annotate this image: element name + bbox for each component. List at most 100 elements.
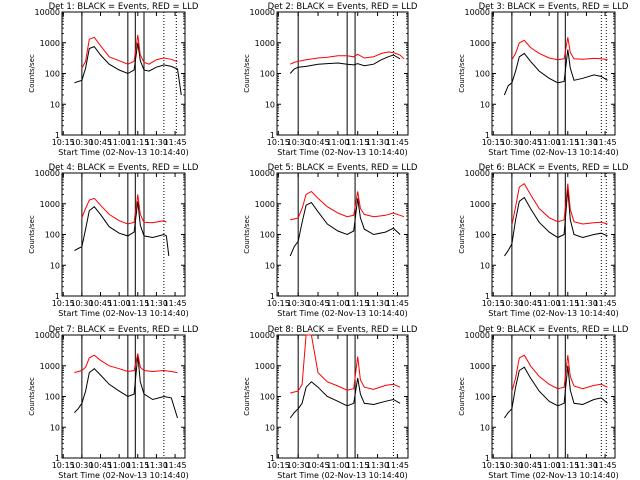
x-tick-label: 11:15 (556, 461, 579, 470)
x-tick-label: 10:30 (500, 138, 523, 147)
plot-frame (276, 172, 409, 297)
y-tick-label: 10000 (35, 331, 60, 340)
chart-panel-4: Det 4: BLACK = Events, RED = LLD 1 10 100 10… (28, 163, 199, 318)
x-tick-label: 10:30 (287, 138, 310, 147)
x-tick-label: 11:15 (556, 299, 579, 308)
chart-title: Det 7: BLACK = Events, RED = LLD (49, 325, 199, 335)
y-tick-label: 100 (475, 393, 490, 402)
events-series-line (74, 201, 170, 257)
y-axis-label: Counts/sec (28, 215, 36, 254)
x-tick-label: 10:45 (89, 299, 112, 308)
events-series-line (503, 49, 608, 96)
x-tick-label: 11:15 (346, 299, 369, 308)
x-tick-label: 11:30 (366, 299, 389, 308)
lld-series-line (290, 190, 405, 221)
y-tick-label: 1000 (255, 39, 275, 48)
x-tick-label: 11:45 (164, 299, 187, 308)
x-tick-label: 10:30 (70, 461, 93, 470)
lld-series-line (511, 182, 608, 226)
x-tick-label: 10:15 (267, 299, 290, 308)
x-axis-label: Start Time (02-Nov-13 10:14:40) (58, 148, 188, 157)
x-tick-label: 11:00 (108, 138, 131, 147)
y-tick-label: 10000 (250, 8, 275, 17)
x-tick-label: 11:30 (145, 138, 168, 147)
y-tick-label: 100 (260, 70, 275, 79)
y-tick-label: 100 (45, 231, 60, 240)
x-tick-label: 11:00 (326, 138, 349, 147)
events-series-line (289, 198, 401, 257)
y-axis-label: Counts/sec (243, 377, 251, 416)
plot-frame (491, 11, 616, 136)
y-tick-label: 10000 (465, 8, 490, 17)
x-tick-label: 11:45 (164, 138, 187, 147)
y-tick-label: 1 (55, 131, 60, 140)
y-tick-label: 10000 (465, 169, 490, 178)
plot-frame (491, 334, 616, 459)
x-tick-label: 11:15 (126, 299, 149, 308)
x-tick-label: 10:30 (500, 299, 523, 308)
chart-title: Det 3: BLACK = Events, RED = LLD (479, 2, 629, 12)
x-tick-label: 11:15 (556, 138, 579, 147)
y-tick-label: 10 (50, 100, 60, 109)
x-tick-label: 11:45 (594, 138, 617, 147)
y-tick-label: 10 (480, 261, 490, 270)
x-tick-label: 11:15 (126, 138, 149, 147)
x-axis-label: Start Time (02-Nov-13 10:14:40) (277, 309, 407, 318)
x-tick-label: 11:00 (538, 461, 561, 470)
x-tick-label: 11:45 (386, 138, 409, 147)
y-tick-label: 1000 (255, 362, 275, 371)
y-tick-label: 1 (485, 454, 490, 463)
y-axis-label: Counts/sec (243, 54, 251, 93)
chart-panel-1: Det 1: BLACK = Events, RED = LLD 1 10 100 10… (28, 2, 199, 157)
x-tick-label: 10:15 (482, 461, 505, 470)
chart-title: Det 2: BLACK = Events, RED = LLD (268, 2, 418, 12)
y-tick-label: 10 (50, 261, 60, 270)
y-tick-label: 1 (55, 292, 60, 301)
x-tick-label: 10:30 (70, 299, 93, 308)
y-tick-label: 10 (265, 100, 275, 109)
y-tick-label: 10000 (465, 331, 490, 340)
y-tick-label: 1 (55, 454, 60, 463)
y-tick-label: 10000 (250, 169, 275, 178)
chart-panel-7: Det 7: BLACK = Events, RED = LLD 1 10 100 10… (28, 325, 199, 480)
x-tick-label: 10:30 (287, 461, 310, 470)
chart-panel-5: Det 5: BLACK = Events, RED = LLD 1 10 100 10… (243, 163, 418, 318)
y-tick-label: 1 (270, 131, 275, 140)
x-tick-label: 10:45 (89, 461, 112, 470)
chart-panel-9: Det 9: BLACK = Events, RED = LLD 1 10 100 10… (458, 325, 629, 480)
lld-series-line (290, 334, 401, 394)
y-axis-label: Counts/sec (243, 215, 251, 254)
y-tick-label: 100 (260, 231, 275, 240)
x-tick-label: 10:45 (89, 138, 112, 147)
x-tick-label: 10:45 (306, 299, 329, 308)
chart-title: Det 8: BLACK = Events, RED = LLD (268, 325, 418, 335)
y-tick-label: 10000 (35, 169, 60, 178)
y-tick-label: 100 (475, 70, 490, 79)
lld-series-line (511, 354, 608, 392)
events-series-line (289, 377, 401, 419)
lld-series-line (289, 51, 405, 65)
y-tick-label: 1000 (470, 362, 490, 371)
y-tick-label: 100 (260, 393, 275, 402)
x-tick-label: 10:45 (519, 461, 542, 470)
x-tick-label: 10:15 (482, 299, 505, 308)
x-tick-label: 10:30 (500, 461, 523, 470)
y-tick-label: 10 (480, 423, 490, 432)
lld-series-line (74, 353, 178, 374)
x-tick-label: 11:15 (346, 461, 369, 470)
x-tick-label: 10:15 (52, 461, 75, 470)
y-tick-label: 100 (475, 231, 490, 240)
chart-panel-6: Det 6: BLACK = Events, RED = LLD 1 10 100 10… (458, 163, 629, 318)
y-tick-label: 10000 (35, 8, 60, 17)
x-axis-label: Start Time (02-Nov-13 10:14:40) (277, 148, 407, 157)
lld-series-line (81, 34, 178, 69)
x-tick-label: 11:30 (366, 138, 389, 147)
x-tick-label: 11:00 (108, 461, 131, 470)
plot-frame (276, 334, 409, 459)
y-axis-label: Counts/sec (28, 54, 36, 93)
chart-panel-8: Det 8: BLACK = Events, RED = LLD 1 10 100 10… (243, 325, 418, 480)
y-tick-label: 1000 (40, 39, 60, 48)
x-tick-label: 10:30 (70, 138, 93, 147)
x-tick-label: 10:45 (306, 461, 329, 470)
